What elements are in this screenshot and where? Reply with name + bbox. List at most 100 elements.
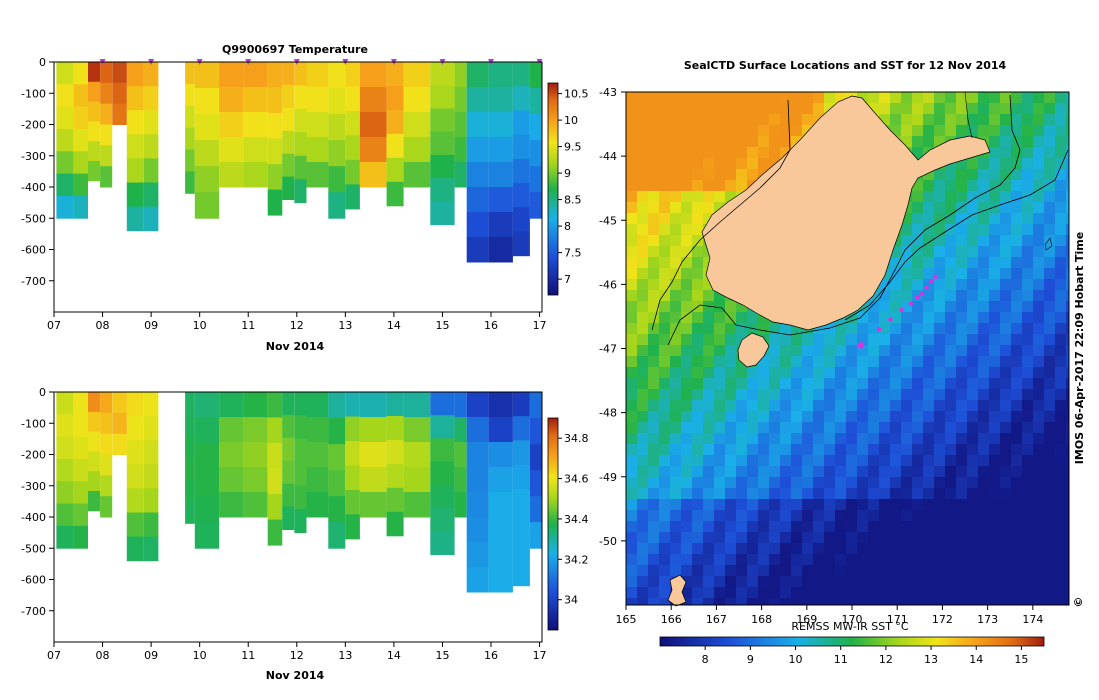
profile-cell <box>126 158 144 183</box>
sst-cell <box>967 191 979 203</box>
sst-cell <box>1055 587 1067 599</box>
sst-cell <box>901 224 913 236</box>
sst-cell <box>1044 235 1056 247</box>
sealctd-position <box>915 295 920 300</box>
sst-cell <box>934 213 946 225</box>
sst-cell <box>758 565 770 577</box>
profile-cell <box>143 86 159 111</box>
y-tick-label: -400 <box>21 511 46 524</box>
profile-cell <box>143 488 159 513</box>
sst-cell <box>989 422 1001 434</box>
sst-cell <box>1000 290 1012 302</box>
sst-cell <box>758 554 770 566</box>
sst-cell <box>626 180 638 192</box>
sst-cell <box>945 598 957 606</box>
sst-cell <box>670 290 682 302</box>
sst-cell <box>725 367 737 379</box>
sst-cell <box>758 367 770 379</box>
profile-cell <box>267 164 283 191</box>
sst-cell <box>824 455 836 467</box>
sst-cell <box>1000 169 1012 181</box>
sst-cell <box>846 598 858 606</box>
sst-cell <box>1066 510 1070 522</box>
sst-cell <box>802 499 814 511</box>
sst-cell <box>967 334 979 346</box>
sst-cell <box>879 301 891 313</box>
sst-cell <box>1033 598 1045 606</box>
sst-cell <box>1033 290 1045 302</box>
sst-cell <box>813 367 825 379</box>
sst-cell <box>956 290 968 302</box>
sst-cell <box>659 334 671 346</box>
profile-cell <box>386 439 404 465</box>
sst-cell <box>1055 246 1067 258</box>
sst-cell <box>857 356 869 368</box>
sst-cell <box>758 103 770 115</box>
sst-cell <box>923 136 935 148</box>
sst-cell <box>703 202 715 214</box>
sst-cell <box>846 312 858 324</box>
sst-cell <box>846 543 858 555</box>
sst-cell <box>736 488 748 500</box>
sst-cell <box>725 191 737 203</box>
sst-cell <box>989 532 1001 544</box>
sst-cell <box>879 598 891 606</box>
sst-cell <box>791 466 803 478</box>
sst-cell <box>1033 367 1045 379</box>
sst-cell <box>780 334 792 346</box>
sealctd-position <box>876 327 882 332</box>
sst-cell <box>879 587 891 599</box>
sst-cell <box>923 356 935 368</box>
profile-cell <box>56 459 74 482</box>
sst-cell <box>912 268 924 280</box>
sst-cell <box>648 268 660 280</box>
sst-cell <box>978 257 990 269</box>
sst-cell <box>1022 598 1034 606</box>
sst-cell <box>681 169 693 181</box>
sst-cell <box>1055 400 1067 412</box>
sst-cell <box>978 587 990 599</box>
sst-cell <box>670 543 682 555</box>
sst-cell <box>725 499 737 511</box>
profile-cell <box>328 114 346 141</box>
sst-cell <box>692 92 704 104</box>
profile-cell <box>88 101 101 122</box>
sst-cell <box>1055 411 1067 423</box>
profile-cell <box>73 195 88 219</box>
sst-cell <box>934 356 946 368</box>
profile-cell <box>112 412 127 435</box>
sst-cell <box>879 466 891 478</box>
sst-cell <box>692 103 704 115</box>
sst-cell <box>945 587 957 599</box>
sst-cell <box>648 598 660 606</box>
sst-cell <box>1066 411 1070 423</box>
sst-cell <box>736 532 748 544</box>
sst-cell <box>780 532 792 544</box>
profile-cell <box>345 135 360 161</box>
sst-cell <box>978 114 990 126</box>
sst-cell <box>857 323 869 335</box>
sst-cell <box>736 169 748 181</box>
lat-tick-label: -45 <box>599 214 617 227</box>
sst-cell <box>813 477 825 489</box>
colorbar-tick-label: 14 <box>969 653 983 666</box>
colorbar-tick-label: 34.2 <box>564 553 589 566</box>
sst-cell <box>835 488 847 500</box>
sst-cell <box>637 389 649 401</box>
sst-cell <box>802 125 814 137</box>
sst-cell <box>769 389 781 401</box>
sealctd-position <box>928 279 934 284</box>
sst-cell <box>879 543 891 555</box>
sst-cell <box>956 279 968 291</box>
sst-cell <box>1044 279 1056 291</box>
sst-cell <box>989 169 1001 181</box>
sst-cell <box>1000 444 1012 456</box>
profile-cell <box>267 62 283 88</box>
sst-cell <box>802 587 814 599</box>
lon-tick-label: 171 <box>887 613 908 626</box>
profile-cell <box>529 88 542 115</box>
sst-cell <box>769 532 781 544</box>
sst-cell <box>1044 477 1056 489</box>
sst-cell <box>868 400 880 412</box>
sst-cell <box>835 532 847 544</box>
